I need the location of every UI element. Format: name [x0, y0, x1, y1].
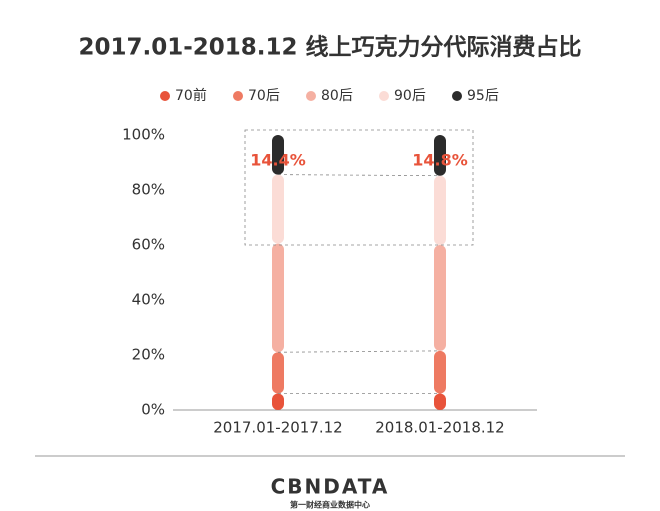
- legend-label: 70前: [175, 87, 207, 104]
- bar-segment: [434, 135, 446, 176]
- connector-line: [277, 350, 441, 353]
- legend-label: 70后: [248, 88, 280, 104]
- bar-segment: [434, 175, 446, 245]
- y-tick-label: 0%: [141, 401, 165, 419]
- connector-line: [277, 174, 441, 177]
- y-tick-label: 40%: [132, 291, 165, 309]
- y-tick-label: 60%: [132, 236, 165, 254]
- y-tick-label: 100%: [122, 126, 165, 144]
- legend-marker: [233, 91, 243, 101]
- legend-marker: [452, 91, 462, 101]
- value-label: 14.4%: [250, 151, 306, 170]
- bar-segment: [434, 245, 446, 351]
- x-tick-label: 2017.01-2017.12: [213, 419, 342, 437]
- value-label: 14.8%: [412, 151, 468, 170]
- bar-segment: [272, 393, 284, 410]
- legend-marker: [160, 91, 170, 101]
- legend-marker: [306, 91, 316, 101]
- legend-label: 80后: [321, 88, 353, 104]
- bar-segment: [272, 243, 284, 353]
- bar-segment: [434, 350, 446, 394]
- bar-segment: [434, 393, 446, 410]
- highlight-box: [244, 129, 474, 246]
- bar-segment: [272, 352, 284, 394]
- bar-segment: [272, 174, 284, 244]
- bar-segment: [272, 135, 284, 175]
- chart-title: 2017.01-2018.12 线上巧克力分代际消费占比: [78, 34, 581, 61]
- legend-marker: [379, 91, 389, 101]
- footer-brand: CBNDATA: [271, 475, 390, 499]
- footer-tagline: 第一财经商业数据中心: [290, 500, 370, 510]
- legend-label: 90后: [394, 88, 426, 104]
- legend-label: 95后: [467, 88, 499, 104]
- y-tick-label: 80%: [132, 181, 165, 199]
- x-tick-label: 2018.01-2018.12: [375, 419, 504, 437]
- y-tick-label: 20%: [132, 346, 165, 364]
